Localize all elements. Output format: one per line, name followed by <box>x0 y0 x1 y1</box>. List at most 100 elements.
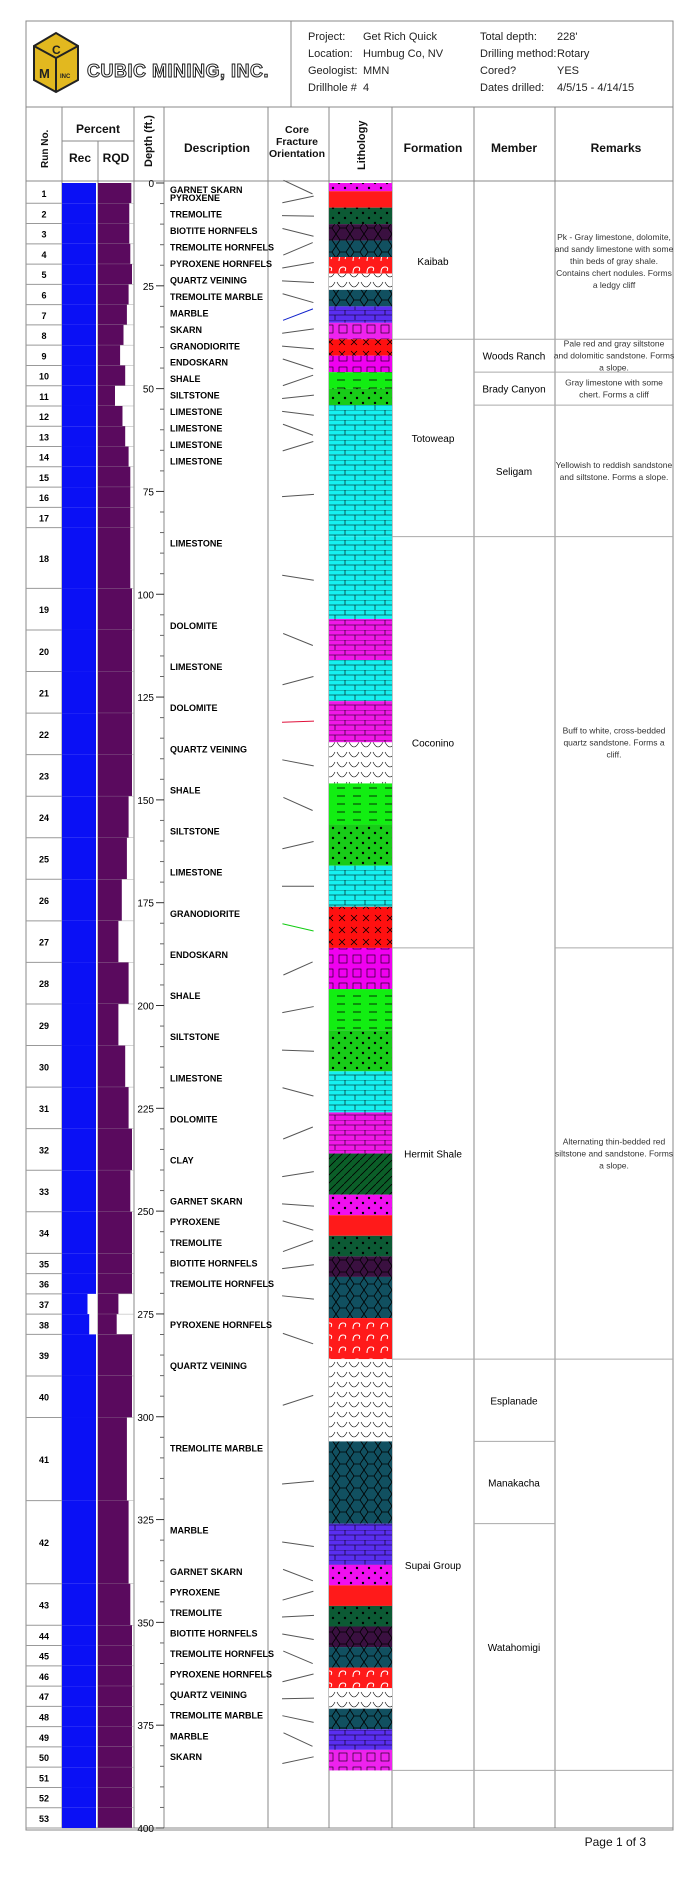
core-header-1: Core <box>285 124 309 136</box>
total-depth-label: Total depth: <box>480 31 537 43</box>
rqd-bar <box>98 203 130 224</box>
fracture-mark <box>282 1590 314 1601</box>
run-number: 39 <box>39 1351 49 1361</box>
page-number: Page 1 of 3 <box>584 1835 646 1849</box>
rqd-bar <box>98 527 131 589</box>
rec-bar <box>62 466 96 488</box>
rec-bar <box>62 588 96 630</box>
layer-description: LIMESTONE <box>170 407 222 417</box>
run-number: 26 <box>39 896 49 906</box>
fracture-mark <box>282 1220 314 1231</box>
lithology-pattern <box>329 660 392 702</box>
layer-description: SKARN <box>170 325 202 335</box>
rqd-bar <box>98 1665 132 1687</box>
rec-bar <box>62 507 96 528</box>
rec-bar <box>62 1500 96 1584</box>
fracture-mark <box>282 195 314 204</box>
rec-bar <box>62 426 96 447</box>
run-number: 23 <box>39 771 49 781</box>
fracture-mark <box>282 841 314 850</box>
depth-scale: 0 25 50 75 100 125 150 175 200 225 250 275 300 325 350… <box>137 179 164 1835</box>
depth-label: 350 <box>137 1618 154 1629</box>
formation-name: Coconino <box>412 738 455 749</box>
fracture-mark <box>282 1756 314 1764</box>
rec-bar <box>62 324 96 346</box>
depth-label: 150 <box>137 796 154 807</box>
layer-description: PYROXENE <box>170 1217 220 1227</box>
lithology-pattern <box>329 1153 392 1195</box>
project-label: Project: <box>308 31 345 43</box>
rec-bar <box>62 446 96 467</box>
run-number: 33 <box>39 1187 49 1197</box>
rqd-bar <box>98 324 124 346</box>
rqd-bar <box>98 629 132 672</box>
fracture-mark <box>283 1732 313 1747</box>
layer-description: PYROXENE HORNFELS <box>170 259 272 269</box>
run-number: 31 <box>39 1104 49 1114</box>
layer-description: TREMOLITE <box>170 1238 222 1248</box>
layer-description: MARBLE <box>170 308 209 318</box>
rec-bar <box>62 1583 96 1626</box>
layer-description: BIOTITE HORNFELS <box>170 1628 258 1638</box>
layer-description: PYROXENE <box>170 1587 220 1597</box>
fracture-mark <box>281 1614 315 1618</box>
rec-bar <box>62 920 96 963</box>
rqd-bar <box>98 385 115 406</box>
formation-name: Kaibab <box>417 257 449 268</box>
depth-label: 375 <box>137 1721 154 1732</box>
run-number: 34 <box>39 1229 49 1239</box>
layer-description: LIMESTONE <box>170 662 222 672</box>
run-number: 36 <box>39 1280 49 1290</box>
lithology-pattern <box>329 618 392 661</box>
rec-bar <box>62 754 96 797</box>
run-number: 25 <box>39 855 49 865</box>
lithology-block <box>329 1585 392 1606</box>
geologist-label: Geologist: <box>308 65 358 77</box>
core-header-3: Orientation <box>269 148 325 160</box>
layer-description: GARNET SKARN <box>170 1197 243 1207</box>
lithology-pattern <box>329 1235 392 1257</box>
fracture-mark <box>281 215 315 217</box>
formation-name: Totoweap <box>412 434 455 445</box>
fracture-mark <box>283 1650 313 1665</box>
runs-column: 1234567891011121314151617181920212223242… <box>26 183 134 1829</box>
lithology-pattern <box>329 1318 392 1360</box>
run-number: 19 <box>39 605 49 615</box>
fracture-mark <box>281 720 315 723</box>
fracture-mark <box>282 1264 314 1270</box>
fracture-mark <box>282 574 314 581</box>
formation-column: Kaibab Totoweap Coconino Hermit Shale Supai … <box>392 257 474 1771</box>
run-no-header: Run No. <box>40 129 51 168</box>
run-number: 4 <box>41 250 46 260</box>
rqd-bar <box>98 183 132 204</box>
drillhole-label: Drillhole # <box>308 82 358 94</box>
run-number: 49 <box>39 1733 49 1743</box>
rqd-bar <box>98 962 129 1004</box>
rqd-bar <box>98 1045 126 1088</box>
fracture-mark <box>282 1541 314 1547</box>
fracture-mark <box>282 328 314 334</box>
run-number: 43 <box>39 1601 49 1611</box>
fracture-mark <box>283 179 313 195</box>
location-value: Humbug Co, NV <box>363 48 444 60</box>
fracture-mark <box>282 394 314 400</box>
lithology-pattern <box>329 1276 392 1319</box>
fracture-mark <box>282 1633 314 1641</box>
layer-description: SHALE <box>170 991 201 1001</box>
rec-bar <box>62 385 96 406</box>
depth-label: 325 <box>137 1516 154 1527</box>
lithology-pattern <box>329 1256 392 1277</box>
fracture-mark <box>282 423 314 436</box>
lithology-pattern <box>329 437 392 455</box>
layer-description: ENDOSKARN <box>170 358 228 368</box>
fracture-mark <box>281 1697 315 1700</box>
rqd-bar <box>98 1746 132 1768</box>
layer-description: DOLOMITE <box>170 703 218 713</box>
run-number: 1 <box>41 189 46 199</box>
layer-description: QUARTZ VEINING <box>170 1690 247 1700</box>
geologist-value: MMN <box>363 65 389 77</box>
layer-description: TREMOLITE HORNFELS <box>170 1279 274 1289</box>
lithology-pattern <box>329 1605 392 1627</box>
layer-description: TREMOLITE <box>170 210 222 220</box>
layer-description: SILTSTONE <box>170 827 220 837</box>
